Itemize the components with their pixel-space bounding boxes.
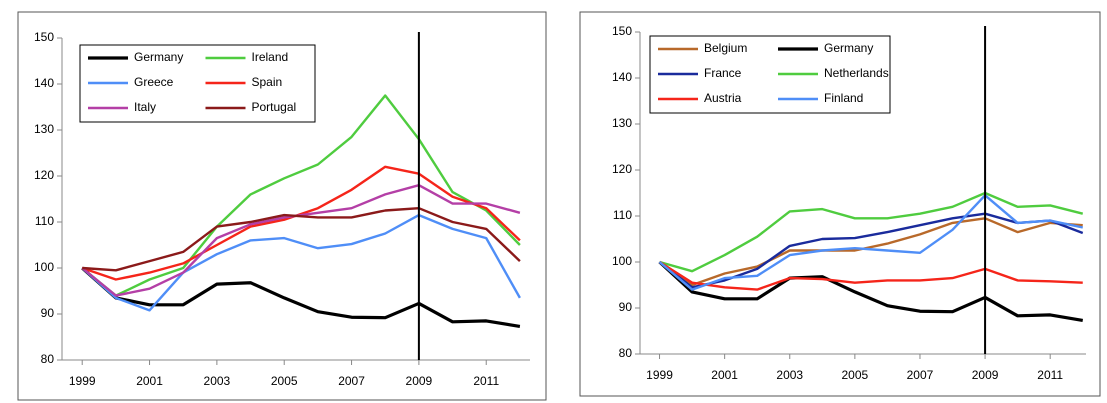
x-tick-label: 1999	[69, 374, 96, 388]
y-tick-label: 130	[612, 116, 632, 130]
legend-label: Ireland	[252, 50, 289, 64]
y-tick-label: 110	[613, 208, 632, 222]
legend-label: Germany	[824, 41, 873, 55]
legend-label: Belgium	[704, 41, 747, 55]
series-line	[658, 260, 1084, 322]
legend-label: Netherlands	[824, 66, 889, 80]
chart-frame	[17, 11, 547, 401]
series-line	[81, 94, 521, 297]
legend-label: Germany	[134, 50, 183, 64]
series-line	[658, 260, 1083, 291]
legend-label: Italy	[134, 100, 156, 114]
series-line	[81, 266, 521, 328]
series-line	[82, 207, 521, 272]
x-tick-label: 2001	[136, 374, 163, 388]
x-tick-label: 2003	[776, 368, 803, 382]
legend-label: Spain	[252, 75, 283, 89]
legend-label: Greece	[134, 75, 174, 89]
y-tick-label: 150	[34, 30, 54, 44]
series-line	[81, 213, 521, 312]
x-tick-label: 2003	[204, 374, 231, 388]
x-tick-label: 2005	[271, 374, 298, 388]
y-tick-label: 110	[35, 214, 54, 228]
y-tick-label: 140	[34, 76, 54, 90]
y-tick-label: 80	[619, 346, 633, 360]
series-line	[658, 194, 1083, 291]
y-tick-label: 100	[612, 254, 632, 268]
x-tick-label: 1999	[646, 368, 673, 382]
x-tick-label: 2001	[711, 368, 738, 382]
y-tick-label: 90	[41, 306, 55, 320]
x-tick-label: 2005	[842, 368, 869, 382]
y-tick-label: 90	[619, 300, 633, 314]
x-tick-label: 2009	[406, 374, 433, 388]
legend-label: Portugal	[252, 100, 297, 114]
y-tick-label: 100	[34, 260, 54, 274]
legend-label: France	[704, 66, 742, 80]
y-tick-label: 140	[612, 70, 632, 84]
legend-label: Austria	[704, 91, 742, 105]
y-tick-label: 150	[612, 24, 632, 38]
x-tick-label: 2009	[972, 368, 999, 382]
y-tick-label: 130	[34, 122, 54, 136]
y-tick-label: 120	[612, 162, 632, 176]
series-line	[658, 217, 1083, 287]
x-tick-label: 2007	[907, 368, 934, 382]
x-tick-label: 2011	[473, 374, 499, 388]
chart-frame	[579, 11, 1101, 397]
y-tick-label: 80	[41, 352, 55, 366]
legend-label: Finland	[824, 91, 863, 105]
y-tick-label: 120	[34, 168, 54, 182]
series-line	[659, 191, 1084, 273]
x-tick-label: 2011	[1037, 368, 1063, 382]
x-tick-label: 2007	[338, 374, 365, 388]
